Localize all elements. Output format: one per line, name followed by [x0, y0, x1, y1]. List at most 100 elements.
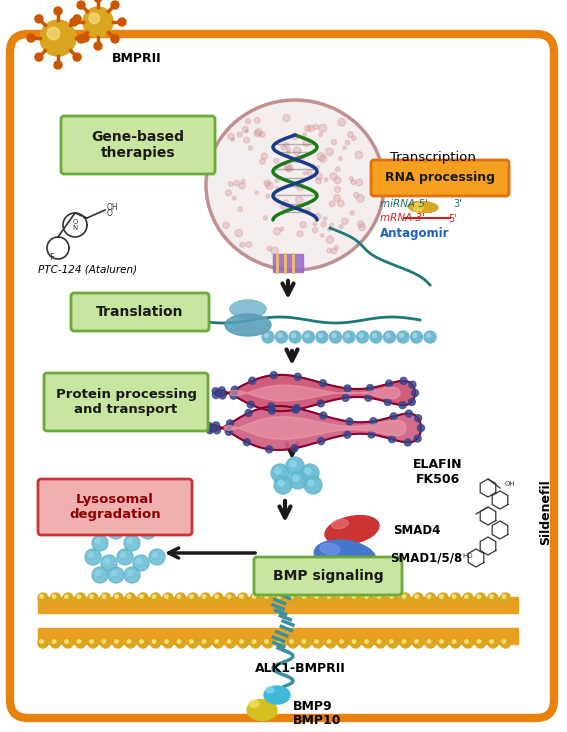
Circle shape — [370, 418, 377, 425]
Circle shape — [363, 638, 373, 648]
Circle shape — [388, 593, 398, 603]
Circle shape — [215, 594, 218, 598]
Circle shape — [488, 638, 498, 648]
Circle shape — [54, 7, 62, 15]
Circle shape — [316, 331, 328, 343]
Circle shape — [81, 34, 89, 42]
Circle shape — [125, 638, 136, 648]
Text: SMAD1/5/8: SMAD1/5/8 — [390, 551, 462, 564]
Circle shape — [138, 593, 148, 603]
Circle shape — [88, 553, 94, 558]
Circle shape — [40, 20, 76, 56]
Circle shape — [326, 236, 333, 244]
Circle shape — [225, 428, 232, 436]
Circle shape — [348, 132, 353, 138]
Circle shape — [314, 124, 319, 130]
Circle shape — [52, 640, 56, 643]
Circle shape — [320, 234, 324, 237]
Circle shape — [339, 225, 343, 228]
Circle shape — [252, 640, 256, 643]
Circle shape — [438, 593, 448, 603]
Circle shape — [352, 640, 356, 643]
Circle shape — [305, 334, 309, 337]
Circle shape — [476, 593, 485, 603]
Circle shape — [240, 242, 245, 247]
Circle shape — [75, 638, 86, 648]
Circle shape — [286, 148, 291, 152]
Circle shape — [351, 180, 356, 184]
Circle shape — [270, 372, 277, 378]
Circle shape — [301, 464, 319, 482]
Circle shape — [375, 638, 386, 648]
Circle shape — [311, 164, 315, 168]
Circle shape — [316, 165, 319, 169]
Circle shape — [163, 593, 173, 603]
Circle shape — [255, 129, 263, 135]
Circle shape — [245, 130, 248, 132]
Circle shape — [465, 640, 468, 643]
Circle shape — [92, 567, 108, 583]
Circle shape — [414, 640, 418, 643]
Circle shape — [77, 1, 85, 9]
Circle shape — [212, 388, 219, 395]
Circle shape — [313, 593, 323, 603]
Circle shape — [77, 640, 81, 643]
Circle shape — [301, 638, 311, 648]
Circle shape — [150, 593, 160, 603]
Circle shape — [400, 334, 404, 337]
Circle shape — [295, 196, 303, 203]
Circle shape — [124, 567, 140, 583]
Circle shape — [291, 445, 298, 452]
Circle shape — [425, 638, 435, 648]
Circle shape — [163, 638, 173, 648]
Circle shape — [323, 217, 327, 220]
Circle shape — [357, 331, 369, 343]
Circle shape — [90, 594, 93, 598]
Circle shape — [317, 153, 325, 160]
Circle shape — [238, 593, 248, 603]
Circle shape — [218, 386, 225, 394]
Circle shape — [92, 535, 108, 551]
Circle shape — [177, 640, 181, 643]
Circle shape — [234, 180, 239, 186]
Circle shape — [428, 594, 431, 598]
Circle shape — [235, 229, 243, 237]
Circle shape — [63, 638, 73, 648]
Ellipse shape — [266, 687, 274, 693]
Circle shape — [275, 468, 281, 474]
Circle shape — [137, 559, 142, 564]
Text: miRNA 5': miRNA 5' — [380, 199, 428, 209]
Circle shape — [240, 594, 243, 598]
Circle shape — [463, 638, 473, 648]
Text: BMP9: BMP9 — [293, 700, 333, 712]
Circle shape — [412, 389, 418, 397]
Circle shape — [354, 193, 359, 198]
Circle shape — [94, 0, 102, 2]
Circle shape — [266, 194, 270, 198]
Circle shape — [414, 435, 421, 442]
Circle shape — [355, 152, 363, 159]
Circle shape — [260, 159, 265, 164]
Circle shape — [75, 593, 86, 603]
Circle shape — [452, 640, 456, 643]
Circle shape — [248, 146, 252, 150]
Circle shape — [54, 61, 62, 69]
Circle shape — [85, 549, 101, 565]
Circle shape — [313, 638, 323, 648]
Circle shape — [476, 638, 485, 648]
Circle shape — [386, 334, 390, 337]
Circle shape — [188, 593, 198, 603]
Ellipse shape — [264, 686, 290, 704]
Circle shape — [329, 173, 337, 180]
Circle shape — [338, 157, 342, 160]
Circle shape — [344, 431, 351, 438]
Circle shape — [278, 334, 282, 337]
Circle shape — [352, 594, 356, 598]
Circle shape — [124, 535, 140, 551]
Ellipse shape — [230, 300, 266, 318]
Circle shape — [377, 594, 381, 598]
Circle shape — [246, 119, 251, 124]
Circle shape — [338, 593, 348, 603]
Circle shape — [383, 331, 396, 343]
Text: Lysosomal
degradation: Lysosomal degradation — [69, 493, 161, 521]
